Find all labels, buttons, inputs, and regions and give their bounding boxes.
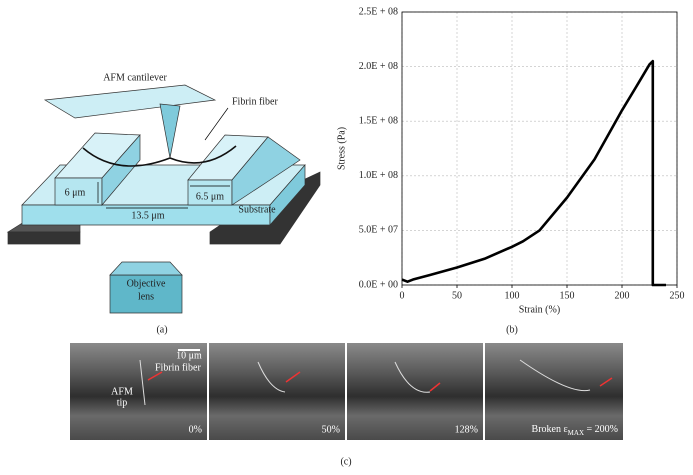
- caption: (c): [340, 456, 351, 467]
- frame-label: Broken εMAX = 200%: [532, 424, 618, 436]
- x-tick-label: 250: [670, 290, 685, 301]
- label: AFM: [111, 386, 133, 397]
- x-tick-label: 100: [505, 290, 520, 301]
- x-axis-label: Strain (%): [519, 304, 560, 315]
- y-tick-label: 0.0E + 00: [359, 279, 398, 290]
- y-tick-label: 1.5E + 08: [359, 115, 398, 126]
- tip: [159, 103, 181, 159]
- label: 6.5 μm: [196, 191, 224, 202]
- pillar-side: [231, 136, 301, 206]
- label: Objective: [127, 278, 166, 289]
- substrate-side: [269, 164, 306, 226]
- caption: (a): [156, 324, 167, 335]
- cantilever: [43, 84, 217, 119]
- frame-label: 128%: [455, 424, 478, 435]
- label: Fibrin fiber: [155, 362, 201, 373]
- y-tick-label: 1.0E + 08: [359, 170, 398, 181]
- caption: (b): [506, 324, 518, 335]
- fibers: [139, 359, 591, 406]
- y-tick-label: 5.0E + 07: [359, 225, 398, 236]
- frame-label: 50%: [322, 424, 340, 435]
- frame: [485, 343, 623, 440]
- frame: [347, 343, 483, 440]
- label: 13.5 μm: [131, 210, 164, 221]
- label: AFM cantilever: [103, 72, 167, 83]
- y-axis-label: Stress (Pa): [336, 127, 347, 170]
- plot-frame: [401, 11, 678, 286]
- label: tip: [117, 397, 128, 408]
- label: lens: [138, 291, 154, 302]
- label: Fibrin fiber: [232, 96, 278, 107]
- leader: [204, 107, 229, 141]
- frame: [70, 343, 207, 440]
- subscript: MAX: [568, 429, 584, 437]
- frame: [209, 343, 345, 440]
- base: [7, 231, 81, 245]
- diagram: [6, 84, 321, 314]
- label: 10 μm: [176, 350, 202, 361]
- frame-label: = 200%: [584, 424, 618, 435]
- objective-top: [109, 261, 183, 276]
- x-tick-label: 200: [615, 290, 630, 301]
- y-tick-label: 2.5E + 08: [359, 6, 398, 17]
- x-tick-label: 50: [452, 290, 462, 301]
- label: Substrate: [238, 204, 276, 215]
- x-tick-label: 0: [400, 290, 405, 301]
- micrographs: [70, 343, 623, 440]
- arrows: [147, 371, 613, 392]
- pillar-side: [101, 134, 141, 206]
- line: [401, 59, 666, 287]
- y-tick-label: 2.0E + 08: [359, 61, 398, 72]
- label: 6 μm: [65, 187, 86, 198]
- frame-label: Broken ε: [532, 424, 568, 435]
- chart: 0.0E + 00 5.0E + 07 1.0E + 08 1.5E + 08 2.0E…: [336, 6, 684, 315]
- x-tick-label: 150: [560, 290, 575, 301]
- frame-label: 0%: [189, 424, 202, 435]
